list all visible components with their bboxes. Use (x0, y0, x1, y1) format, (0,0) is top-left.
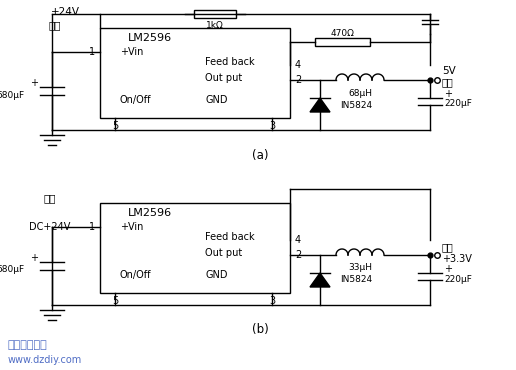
Text: IN5824: IN5824 (340, 101, 372, 110)
Bar (194, 10, 236, 18)
Text: 3: 3 (269, 121, 275, 131)
Text: Out put: Out put (205, 248, 242, 258)
Text: DC+24V: DC+24V (29, 222, 71, 232)
Bar (315, 38, 370, 46)
Text: 电子制作天地: 电子制作天地 (8, 340, 48, 350)
Text: 470Ω: 470Ω (331, 28, 354, 37)
Text: +3.3V: +3.3V (442, 254, 472, 264)
Text: 680μF: 680μF (0, 266, 24, 275)
Text: 输出: 输出 (442, 77, 454, 87)
Text: 1: 1 (89, 47, 95, 57)
Text: On/Off: On/Off (120, 95, 152, 105)
Text: 220μF: 220μF (444, 100, 472, 108)
Text: 5: 5 (112, 121, 118, 131)
Text: 输出: 输出 (442, 242, 454, 252)
Text: GND: GND (205, 95, 228, 105)
Text: 680μF: 680μF (0, 91, 24, 100)
Text: LM2596: LM2596 (128, 33, 172, 43)
Text: Out put: Out put (205, 73, 242, 83)
Text: 1: 1 (89, 222, 95, 232)
Text: 1kΩ: 1kΩ (206, 21, 224, 30)
Polygon shape (310, 98, 330, 112)
Text: +Vin: +Vin (120, 222, 143, 232)
Polygon shape (310, 273, 330, 287)
Text: Feed back: Feed back (205, 232, 254, 242)
Text: 4: 4 (295, 60, 301, 70)
Text: +24V: +24V (51, 7, 79, 17)
Text: 5V: 5V (442, 66, 456, 76)
Text: 输入: 输入 (49, 20, 61, 30)
Text: GND: GND (205, 270, 228, 280)
Text: On/Off: On/Off (120, 270, 152, 280)
Text: 输入: 输入 (44, 193, 56, 203)
Text: +: + (30, 78, 38, 88)
Text: 5: 5 (112, 296, 118, 306)
Text: 68μH: 68μH (348, 88, 372, 98)
Text: Feed back: Feed back (205, 57, 254, 67)
Text: 4: 4 (295, 235, 301, 245)
Text: 33μH: 33μH (348, 263, 372, 272)
Text: 2: 2 (295, 250, 301, 260)
Text: 2: 2 (295, 75, 301, 85)
Bar (100, 28, 290, 118)
Text: (b): (b) (252, 323, 268, 336)
Text: +: + (30, 253, 38, 263)
Text: (a): (a) (252, 148, 268, 161)
Text: +Vin: +Vin (120, 47, 143, 57)
Text: LM2596: LM2596 (128, 208, 172, 218)
Text: +: + (444, 264, 452, 274)
Text: 220μF: 220μF (444, 275, 472, 283)
Text: IN5824: IN5824 (340, 276, 372, 285)
Text: 3: 3 (269, 296, 275, 306)
Text: www.dzdiy.com: www.dzdiy.com (8, 355, 82, 365)
Bar (100, 203, 290, 293)
Text: +: + (444, 89, 452, 99)
